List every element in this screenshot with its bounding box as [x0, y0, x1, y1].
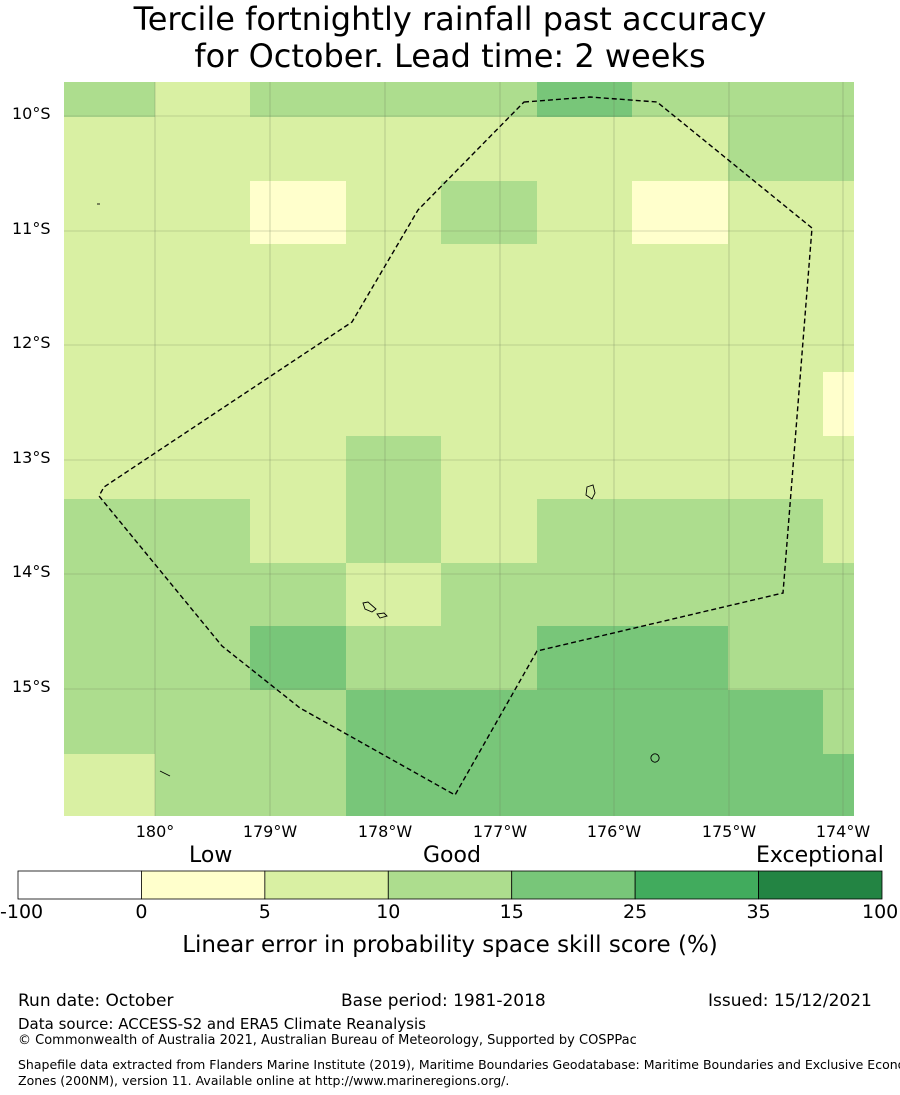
colorbar-swatch [17, 870, 142, 900]
colorbar-swatch [387, 870, 513, 900]
lat-label-12s: 12°S [12, 333, 51, 352]
lon-label-174w: 174°W [815, 822, 871, 841]
colorbar-word-good: Good [423, 843, 481, 868]
colorbar-tick-label: 25 [623, 901, 648, 923]
island-shape [650, 753, 660, 763]
base-period: Base period: 1981-2018 [341, 991, 546, 1011]
island-shape [362, 601, 377, 613]
run-date: Run date: October [18, 991, 174, 1011]
lon-label-175w: 175°W [701, 822, 757, 841]
shapefile-note-line-2: Zones (200NM), version 11. Available onl… [18, 1073, 510, 1088]
shapefile-note-line-1: Shapefile data extracted from Flanders M… [18, 1057, 900, 1072]
copyright: © Commonwealth of Australia 2021, Austra… [18, 1033, 637, 1048]
lat-label-14s: 14°S [12, 562, 51, 581]
data-source: Data source: ACCESS-S2 and ERA5 Climate … [18, 1015, 426, 1033]
colorbar-caption: Linear error in probability space skill … [182, 932, 718, 958]
colorbar-tick-label: 0 [135, 901, 148, 923]
colorbar-swatch [634, 870, 759, 900]
lon-label-178w: 178°W [357, 822, 413, 841]
colorbar-tick-label: 15 [499, 901, 524, 923]
lat-label-13s: 13°S [12, 448, 51, 467]
colorbar-tick-label: 100 [862, 901, 899, 923]
graticule-lines [64, 82, 854, 816]
map-title-line-2: for October. Lead time: 2 weeks [194, 37, 706, 75]
lon-label-177w: 177°W [472, 822, 528, 841]
lon-label-176w: 176°W [586, 822, 642, 841]
lon-label-180: 180° [135, 822, 175, 841]
colorbar-swatch [511, 870, 636, 900]
lon-label-179w: 179°W [242, 822, 298, 841]
colorbar-word-low: Low [189, 843, 233, 868]
island-shape [376, 612, 388, 619]
issued-date: Issued: 15/12/2021 [708, 991, 872, 1011]
colorbar-swatch [758, 870, 883, 900]
island-shape [585, 484, 596, 500]
lat-label-10s: 10°S [12, 104, 51, 123]
colorbar-swatch [264, 870, 389, 900]
island-shape [159, 770, 171, 777]
skill-grid-cells [64, 82, 854, 816]
colorbar-tick-label: 35 [746, 901, 771, 923]
island-outlines [97, 203, 660, 777]
colorbar-swatch [141, 870, 266, 900]
colorbar-tick-label: 10 [376, 901, 401, 923]
colorbar-tick-label: 5 [258, 901, 271, 923]
colorbar-word-exceptional: Exceptional [756, 843, 884, 868]
lat-label-11s: 11°S [12, 219, 51, 238]
colorbar-tick-label: -100 [0, 901, 44, 923]
lat-label-15s: 15°S [12, 677, 51, 696]
map-title-line-1: Tercile fortnightly rainfall past accura… [133, 0, 767, 38]
